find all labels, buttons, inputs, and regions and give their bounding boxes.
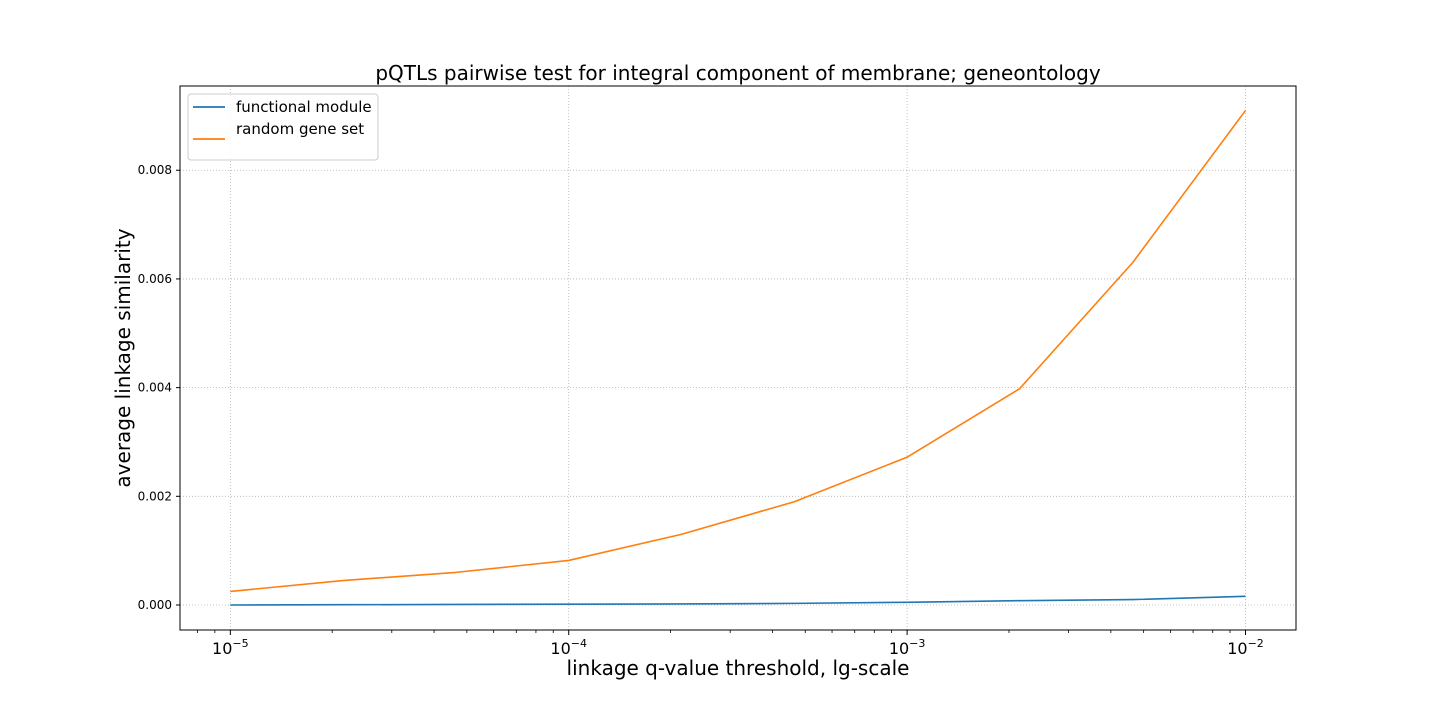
y-tick-label: 0.004 [138,381,172,395]
series-line-functional-module [230,595,1246,606]
legend: functional module random gene set [187,93,379,161]
plot-frame [179,85,1297,631]
chart-title: pQTLs pairwise test for integral compone… [375,61,1101,85]
y-axis-label: average linkage similarity [111,228,135,487]
legend-label-functional-module: functional module [236,98,372,116]
legend-box [187,93,379,161]
x-axis-label: linkage q-value threshold, lg-scale [567,656,910,680]
series-line-random-gene-set [230,109,1247,593]
y-tick-label: 0.008 [138,163,172,177]
y-tick-label: 0.000 [138,598,172,612]
y-tick-label: 0.002 [138,489,172,503]
series-lines [230,109,1247,606]
y-tick-label: 0.006 [138,272,172,286]
legend-label-random-gene-set: random gene set [236,120,364,138]
